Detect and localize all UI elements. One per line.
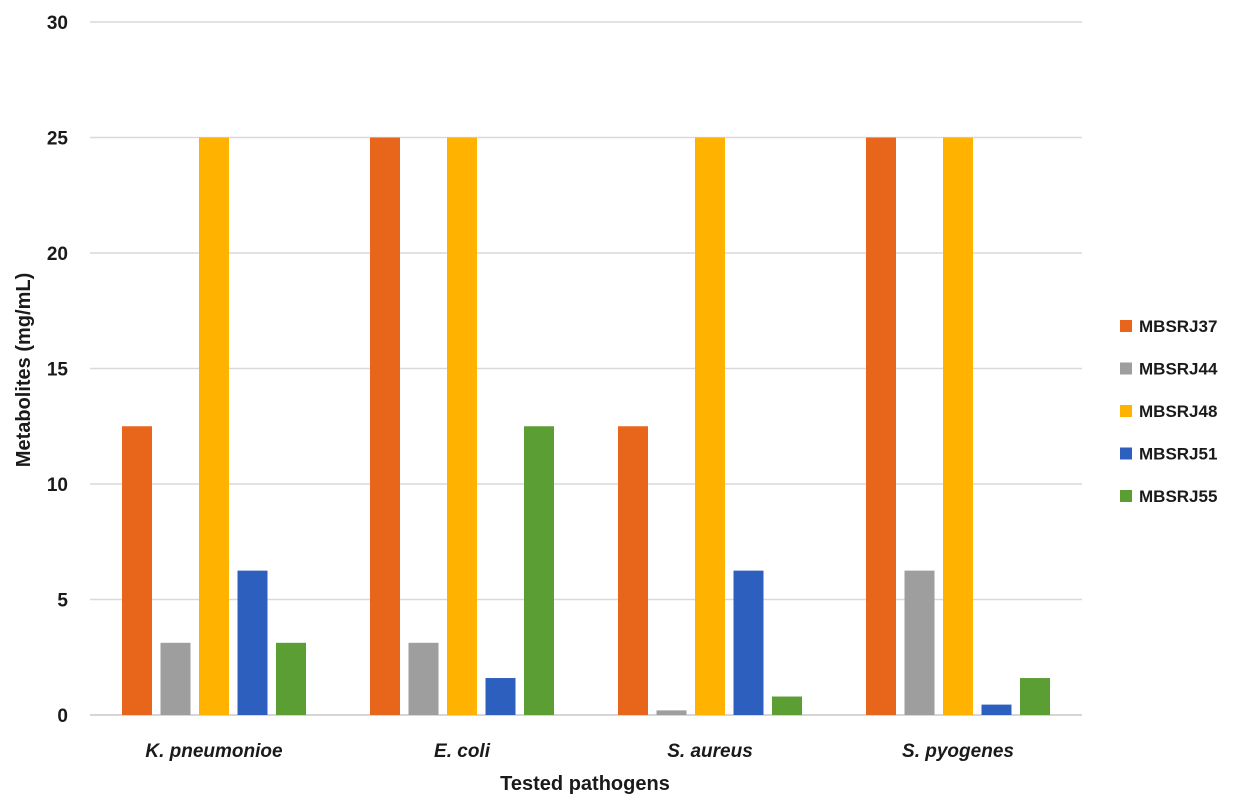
bar-mbsrj44-0: [160, 642, 191, 715]
legend-label: MBSRJ44: [1139, 360, 1218, 379]
legend-label: MBSRJ55: [1139, 487, 1217, 506]
y-tick-label: 10: [47, 475, 68, 496]
y-tick-label: 20: [47, 244, 68, 265]
legend: MBSRJ37 MBSRJ44 MBSRJ48 MBSRJ51 MBSRJ55: [1120, 317, 1218, 506]
bar-mbsrj44-2: [656, 710, 687, 715]
x-axis-ticks: K. pneumonioe E. coli S. aureus S. pyogenes: [145, 741, 1014, 762]
bar-mbsrj55-1: [524, 426, 554, 715]
bar-mbsrj55-2: [772, 696, 802, 715]
bar-mbsrj51-1: [485, 678, 516, 715]
legend-swatch: [1120, 362, 1132, 375]
y-axis-ticks: 0 5 10 15 20 25 30: [47, 13, 69, 727]
y-tick-label: 30: [47, 13, 68, 34]
x-tick-label: K. pneumonioe: [145, 741, 283, 762]
legend-label: MBSRJ51: [1139, 445, 1217, 464]
bars: [122, 137, 1050, 715]
bar-mbsrj37-0: [122, 426, 152, 715]
y-tick-label: 15: [47, 360, 69, 381]
legend-swatch: [1120, 447, 1132, 460]
legend-swatch: [1120, 490, 1132, 502]
bar-mbsrj55-0: [276, 642, 306, 715]
x-tick-label: S. aureus: [667, 741, 753, 762]
bar-mbsrj51-3: [981, 704, 1012, 715]
bar-mbsrj44-3: [904, 570, 935, 715]
legend-swatch: [1120, 320, 1132, 332]
bar-mbsrj37-2: [618, 426, 648, 715]
bar-mbsrj37-3: [866, 137, 896, 715]
legend-label: MBSRJ48: [1139, 402, 1217, 421]
bar-mbsrj48-0: [199, 137, 229, 715]
bar-mbsrj48-1: [447, 137, 477, 715]
bar-mbsrj37-1: [370, 137, 400, 715]
bar-mbsrj55-3: [1020, 678, 1050, 715]
bar-mbsrj51-2: [733, 570, 764, 715]
bar-mbsrj44-1: [408, 642, 439, 715]
y-tick-label: 0: [57, 706, 68, 727]
x-tick-label: E. coli: [434, 741, 491, 762]
bar-mbsrj48-3: [943, 137, 973, 715]
bar-mbsrj51-0: [237, 570, 268, 715]
y-tick-label: 5: [57, 591, 68, 612]
bar-mbsrj48-2: [695, 137, 725, 715]
legend-label: MBSRJ37: [1139, 317, 1217, 336]
x-axis-title: Tested pathogens: [500, 773, 670, 795]
legend-swatch: [1120, 405, 1132, 417]
y-axis-title: Metabolites (mg/mL): [13, 273, 35, 467]
x-tick-label: S. pyogenes: [902, 741, 1014, 762]
y-tick-label: 25: [47, 129, 69, 150]
